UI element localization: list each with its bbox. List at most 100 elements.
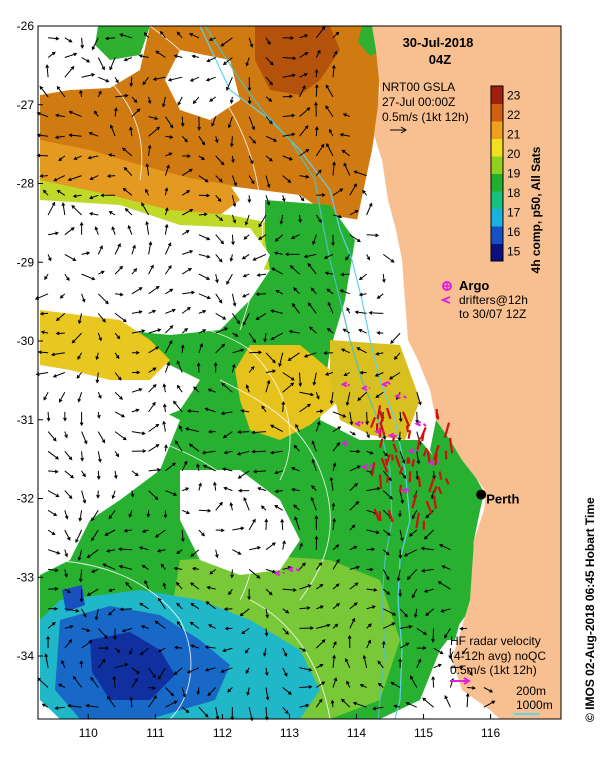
sla-vector bbox=[148, 367, 157, 373]
sla-vector bbox=[215, 501, 223, 511]
sla-vector bbox=[131, 287, 143, 295]
sla-vector bbox=[189, 76, 200, 82]
sla-vector bbox=[310, 496, 317, 511]
sla-vector bbox=[278, 352, 284, 368]
sla-vector bbox=[148, 328, 162, 334]
sla-vector bbox=[148, 444, 160, 452]
sla-vector bbox=[162, 582, 167, 590]
sla-vector bbox=[81, 273, 96, 281]
sla-vector bbox=[299, 626, 314, 630]
sla-vector bbox=[189, 621, 200, 629]
sla-vector bbox=[287, 352, 300, 361]
sla-vector bbox=[399, 451, 406, 465]
sla-vector bbox=[265, 96, 273, 102]
sla-vector bbox=[423, 588, 434, 593]
sla-vector bbox=[382, 588, 391, 595]
colorbar-tick-label: 15 bbox=[507, 244, 521, 258]
sla-vector bbox=[299, 542, 303, 550]
sla-vector bbox=[341, 149, 351, 157]
sla-vector bbox=[72, 194, 82, 198]
sla-vector bbox=[349, 582, 359, 590]
sla-vector bbox=[124, 207, 133, 216]
sla-vector bbox=[202, 464, 216, 472]
sla-vector bbox=[64, 588, 72, 593]
sla-vector bbox=[237, 430, 250, 434]
sla-vector bbox=[299, 85, 306, 98]
colorbar-tick-label: 17 bbox=[507, 205, 521, 219]
plot-area bbox=[34, 25, 562, 722]
sla-vector bbox=[141, 529, 149, 533]
sla-vector bbox=[245, 384, 250, 393]
sla-vector bbox=[198, 343, 204, 353]
sla-vector bbox=[299, 703, 310, 708]
sla-vector bbox=[77, 549, 83, 562]
drifter-track bbox=[273, 570, 285, 577]
sla-vector bbox=[282, 132, 296, 137]
colorbar-tick-label: 23 bbox=[507, 89, 521, 103]
sla-vector bbox=[229, 96, 234, 104]
sla-vector bbox=[226, 273, 233, 285]
sla-vector bbox=[311, 458, 317, 472]
x-tick-label: 114 bbox=[347, 726, 366, 740]
sla-vector bbox=[382, 274, 386, 284]
radar-vector bbox=[394, 455, 402, 468]
sla-vector bbox=[247, 589, 251, 601]
sla-vector bbox=[64, 529, 71, 541]
sla-vector bbox=[316, 664, 324, 669]
drifter-track bbox=[353, 420, 364, 427]
sla-vector bbox=[262, 647, 267, 657]
sla-vector bbox=[181, 509, 191, 515]
sla-vector bbox=[244, 647, 250, 654]
bathy-legend-200m: 200m bbox=[516, 684, 546, 698]
sla-vector bbox=[106, 174, 116, 178]
sla-vector bbox=[81, 431, 88, 445]
sla-vector bbox=[339, 289, 350, 295]
sla-vector bbox=[78, 510, 83, 522]
sla-vector bbox=[398, 658, 403, 668]
sla-vector bbox=[231, 363, 236, 373]
sla-vector bbox=[59, 293, 66, 299]
sst-coastal-green bbox=[430, 420, 484, 640]
radar-vector bbox=[387, 509, 394, 523]
sla-vector bbox=[274, 470, 283, 475]
sla-vector bbox=[188, 33, 200, 39]
sla-vector bbox=[231, 195, 237, 208]
radar-legend-line3: 0.5m/s (1kt 12h) bbox=[450, 663, 537, 677]
sla-vector bbox=[399, 608, 408, 618]
sla-vector bbox=[239, 608, 250, 617]
colorbar-title: 4h comp, p50, All Sats bbox=[529, 146, 543, 273]
colorbar-frame bbox=[490, 85, 504, 262]
sla-vector bbox=[298, 372, 303, 387]
sla-vector bbox=[79, 411, 84, 427]
sla-vector bbox=[374, 372, 384, 377]
radar-vector bbox=[401, 411, 411, 427]
sla-vector bbox=[220, 37, 233, 47]
sla-vector bbox=[316, 409, 324, 414]
sla-vector bbox=[315, 143, 325, 157]
sla-vector bbox=[315, 49, 321, 58]
sla-vector bbox=[98, 76, 110, 83]
sla-vector bbox=[329, 128, 334, 137]
sla-vector bbox=[104, 36, 116, 41]
sla-vector bbox=[288, 329, 300, 334]
sla-vector bbox=[198, 508, 212, 513]
sla-vector bbox=[366, 567, 374, 572]
sla-vector bbox=[131, 350, 140, 355]
sla-vector bbox=[165, 135, 174, 139]
sla-vector bbox=[165, 700, 178, 708]
x-tick-label: 111 bbox=[146, 726, 165, 740]
sla-vector bbox=[227, 687, 233, 693]
sla-vector bbox=[315, 25, 326, 39]
perth-marker bbox=[476, 489, 487, 500]
sla-vector bbox=[162, 420, 166, 432]
sla-vector bbox=[79, 89, 83, 97]
colorbar-tick-label: 22 bbox=[507, 108, 521, 122]
sla-vector bbox=[345, 254, 351, 261]
sla-vector bbox=[368, 310, 384, 315]
sla-vector bbox=[332, 161, 336, 176]
radar-vector bbox=[370, 461, 376, 477]
sla-vector bbox=[343, 372, 351, 377]
sla-vector bbox=[289, 265, 300, 275]
sla-vector bbox=[282, 706, 289, 715]
drifter-legend-line1: drifters@12h bbox=[459, 293, 528, 307]
